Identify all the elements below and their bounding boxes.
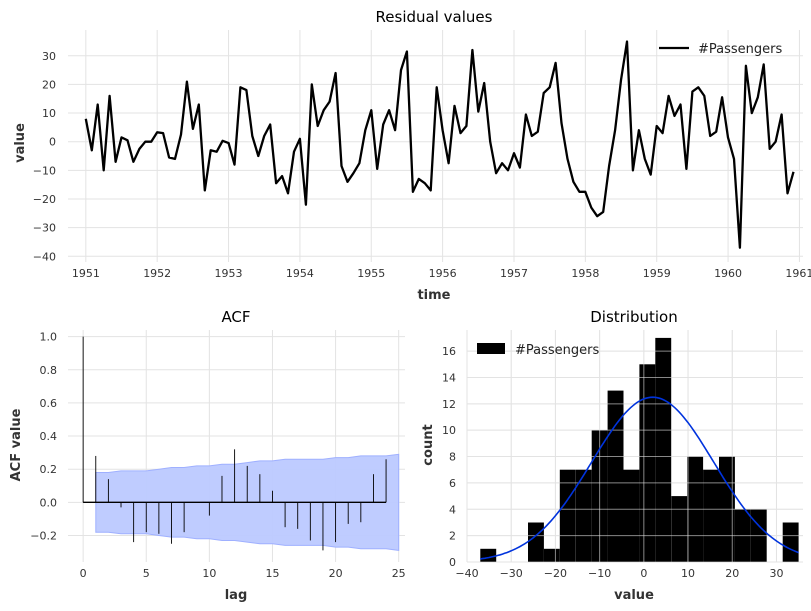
distribution-bar — [703, 469, 719, 562]
distribution-bar — [543, 548, 560, 562]
residual-xlabel: time — [417, 288, 450, 303]
residual-ytick-label: −10 — [33, 164, 56, 177]
acf-ticks: 0 5 10 15 20 25 −0.2 0.0 0.2 0.4 0.6 0.8 1.0 — [30, 331, 405, 580]
distribution-bar — [639, 364, 656, 562]
residual-title: Residual values — [376, 8, 493, 26]
residual-ytick-label: 10 — [42, 107, 56, 120]
distribution-title: Distribution — [590, 308, 678, 326]
acf-xtick-label: 10 — [202, 567, 216, 580]
distribution-legend-swatch — [477, 343, 505, 354]
distribution-xtick-label: 20 — [725, 567, 739, 580]
acf-xtick-label: 0 — [80, 567, 87, 580]
acf-ytick-label: 0.4 — [40, 430, 58, 443]
distribution-ytick-label: 16 — [442, 345, 456, 358]
distribution-legend: #Passengers — [477, 343, 599, 358]
residual-ytick-label: 30 — [42, 50, 56, 63]
distribution-bar — [559, 469, 576, 562]
acf-ytick-label: 0.2 — [40, 463, 58, 476]
distribution-xtick-label: 10 — [681, 567, 695, 580]
acf-xtick-label: 5 — [143, 567, 150, 580]
distribution-ytick-label: 4 — [449, 503, 456, 516]
distribution-xtick-label: −30 — [500, 567, 523, 580]
residual-xtick-label: 1954 — [286, 267, 314, 280]
residual-xtick-label: 1957 — [500, 267, 528, 280]
distribution-ylabel: count — [421, 424, 436, 465]
residual-xtick-label: 1959 — [643, 267, 671, 280]
residual-xtick-label: 1952 — [143, 267, 171, 280]
residual-legend-label: #Passengers — [698, 42, 782, 57]
residual-legend: #Passengers — [659, 42, 782, 57]
distribution-ytick-label: 2 — [449, 530, 456, 543]
acf-panel: ACF 0 5 10 15 20 25 −0.2 0.0 0.2 0.4 0.6 0.8 1.0 lag… — [9, 308, 406, 603]
distribution-bar — [782, 522, 799, 562]
acf-ytick-label: −0.2 — [30, 529, 57, 542]
distribution-xtick-label: 30 — [769, 567, 783, 580]
distribution-ytick-label: 0 — [449, 556, 456, 569]
acf-ytick-label: 0.0 — [40, 496, 58, 509]
residual-ytick-label: −20 — [33, 193, 56, 206]
distribution-bar — [528, 522, 544, 562]
residual-ytick-label: −40 — [33, 250, 56, 263]
residual-xtick-label: 1951 — [72, 267, 100, 280]
distribution-bars — [480, 337, 799, 562]
distribution-xtick-label: 0 — [640, 567, 647, 580]
distribution-ticks: −40 −30 −20 −10 0 10 20 30 0 2 4 6 8 10 12 14 16 — [442, 345, 783, 580]
distribution-panel: Distribution −40 −30 −20 −10 0 10 20 30 0 2 4 6 8 10 1… — [421, 308, 803, 603]
distribution-xtick-label: −10 — [588, 567, 611, 580]
residual-xtick-label: 1955 — [357, 267, 385, 280]
acf-xtick-label: 25 — [392, 567, 406, 580]
distribution-ytick-label: 6 — [449, 477, 456, 490]
residual-xtick-label: 1960 — [714, 267, 742, 280]
residual-xtick-label: 1956 — [429, 267, 457, 280]
distribution-legend-label: #Passengers — [515, 343, 599, 358]
distribution-kde-curve — [480, 396, 799, 560]
residual-xtick-label: 1958 — [571, 267, 599, 280]
residual-ytick-label: 0 — [49, 136, 56, 149]
distribution-ytick-label: 8 — [449, 451, 456, 464]
distribution-bar — [655, 337, 672, 562]
residual-ticks: 1951 1952 1953 1954 1955 1956 1957 1958 1959 1960… — [33, 50, 811, 280]
acf-ytick-label: 1.0 — [40, 331, 58, 344]
residual-ylabel: value — [13, 123, 28, 163]
acf-xtick-label: 15 — [265, 567, 279, 580]
acf-xtick-label: 20 — [329, 567, 343, 580]
distribution-bar — [480, 548, 497, 562]
acf-stems — [82, 336, 387, 551]
residual-series-line — [84, 40, 795, 249]
acf-ylabel: ACF value — [9, 408, 24, 481]
residual-ytick-label: −30 — [33, 222, 56, 235]
distribution-bar — [575, 469, 592, 562]
distribution-xtick-label: −40 — [455, 567, 478, 580]
residual-xtick-label: 1953 — [215, 267, 243, 280]
acf-title: ACF — [221, 308, 250, 326]
distribution-xlabel: value — [614, 588, 654, 603]
distribution-bar — [623, 469, 640, 562]
distribution-xtick-label: −20 — [544, 567, 567, 580]
distribution-bar — [671, 496, 688, 562]
distribution-ytick-label: 12 — [442, 398, 456, 411]
acf-ytick-label: 0.6 — [40, 397, 58, 410]
acf-ytick-label: 0.8 — [40, 364, 58, 377]
distribution-ytick-label: 10 — [442, 424, 456, 437]
residual-ytick-label: 20 — [42, 78, 56, 91]
distribution-bar — [607, 390, 624, 562]
residual-xtick-label: 1961 — [785, 267, 811, 280]
residual-panel: Residual values 1951 1952 1953 1954 1955 1956… — [13, 8, 811, 303]
distribution-grid-overlay — [466, 330, 803, 563]
acf-xlabel: lag — [225, 588, 248, 603]
distribution-ytick-label: 14 — [442, 371, 456, 384]
